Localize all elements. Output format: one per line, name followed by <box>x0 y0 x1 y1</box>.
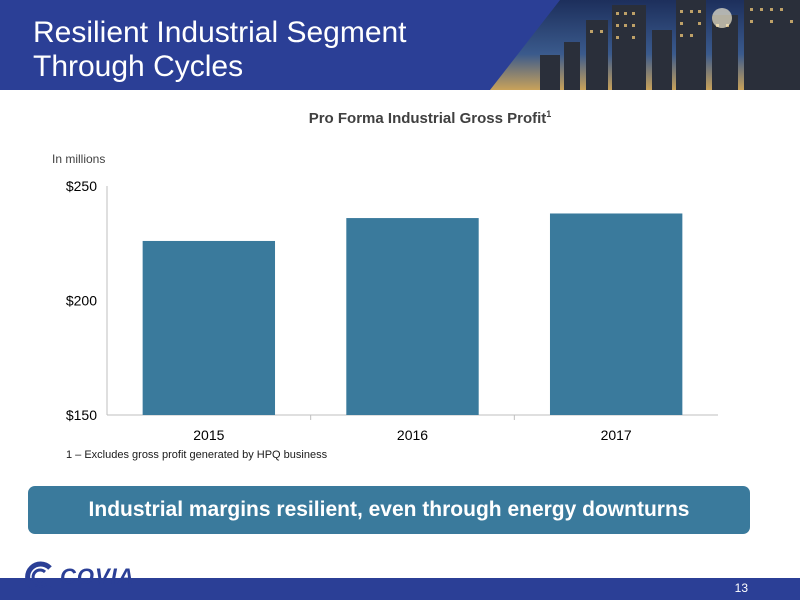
slide-title-line-2: Through Cycles <box>33 50 244 83</box>
footnote: 1 – Excludes gross profit generated by H… <box>66 449 328 461</box>
x-tick-label: 2015 <box>193 427 224 443</box>
bar-2015 <box>142 240 276 415</box>
chart-title: Pro Forma Industrial Gross Profit1 <box>0 109 800 127</box>
bar-chart: $150 $200 $250 2015 2016 2017 <box>66 178 718 443</box>
banner-text: Industrial margins resilient, even throu… <box>88 498 690 521</box>
x-tick-label: 2017 <box>601 427 632 443</box>
header-bar: Resilient Industrial Segment Through Cyc… <box>0 0 800 90</box>
y-tick-label: $250 <box>66 178 97 194</box>
units-label: In millions <box>52 152 106 166</box>
bar-2016 <box>346 218 479 415</box>
covia-logo-icon <box>25 561 52 593</box>
footer-bar <box>0 578 800 600</box>
y-tick-label: $150 <box>66 407 97 423</box>
page-number: 13 <box>734 581 748 595</box>
key-message-banner: Industrial margins resilient, even throu… <box>28 486 750 534</box>
covia-logo-text: COVIA <box>60 564 135 589</box>
x-tick-label: 2016 <box>397 427 428 443</box>
city-skyline-image <box>490 0 800 90</box>
chart-title-text: Pro Forma Industrial Gross Profit <box>308 110 547 127</box>
y-tick-label: $200 <box>66 293 97 309</box>
chart-title-footnote-marker: 1 <box>546 109 552 119</box>
slide-title: Resilient Industrial Segment Through Cyc… <box>33 16 407 84</box>
covia-logo: COVIA <box>22 560 135 594</box>
slide-title-line-1: Resilient Industrial Segment <box>33 16 407 49</box>
bar-2017 <box>549 213 683 415</box>
